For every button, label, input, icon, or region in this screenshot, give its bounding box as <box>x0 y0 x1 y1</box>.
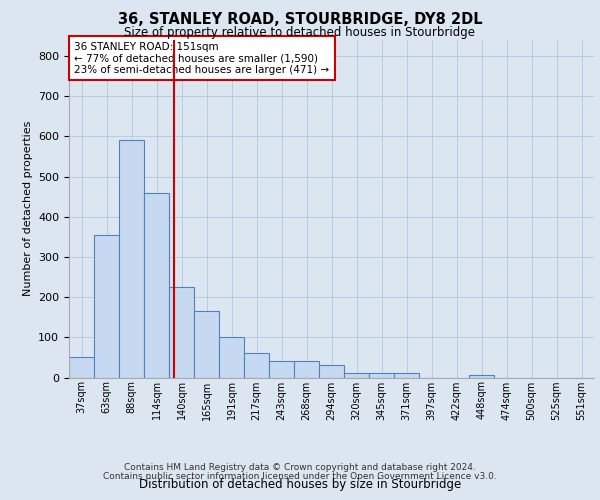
Y-axis label: Number of detached properties: Number of detached properties <box>23 121 32 296</box>
Bar <box>119 140 144 378</box>
Bar <box>294 362 319 378</box>
Bar <box>69 358 94 378</box>
Text: Contains public sector information licensed under the Open Government Licence v3: Contains public sector information licen… <box>103 472 497 481</box>
Bar <box>94 235 119 378</box>
Bar <box>319 366 344 378</box>
Text: Distribution of detached houses by size in Stourbridge: Distribution of detached houses by size … <box>139 478 461 491</box>
Bar <box>194 311 219 378</box>
Bar <box>269 362 294 378</box>
Bar <box>219 338 244 378</box>
Text: 36, STANLEY ROAD, STOURBRIDGE, DY8 2DL: 36, STANLEY ROAD, STOURBRIDGE, DY8 2DL <box>118 12 482 28</box>
Bar <box>244 354 269 378</box>
Text: Size of property relative to detached houses in Stourbridge: Size of property relative to detached ho… <box>125 26 476 39</box>
Bar <box>369 374 394 378</box>
Text: Contains HM Land Registry data © Crown copyright and database right 2024.: Contains HM Land Registry data © Crown c… <box>124 464 476 472</box>
Bar <box>144 192 169 378</box>
Bar <box>344 374 369 378</box>
Bar <box>469 376 494 378</box>
Bar <box>394 374 419 378</box>
Text: 36 STANLEY ROAD: 151sqm
← 77% of detached houses are smaller (1,590)
23% of semi: 36 STANLEY ROAD: 151sqm ← 77% of detache… <box>74 42 329 75</box>
Bar <box>169 287 194 378</box>
